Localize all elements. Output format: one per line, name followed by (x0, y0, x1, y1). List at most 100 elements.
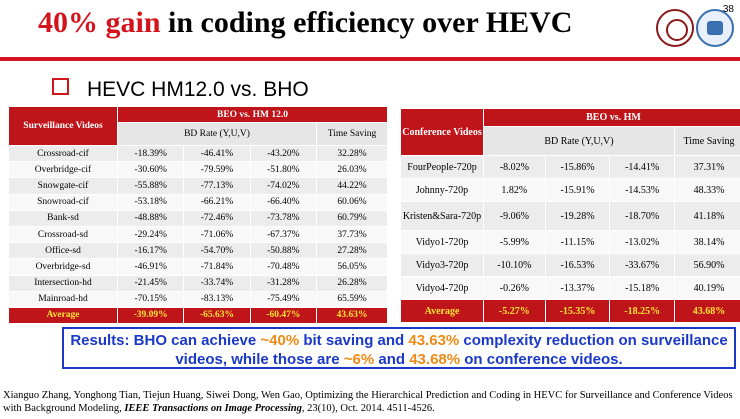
value-cell: -71.06% (183, 225, 251, 244)
video-name-cell: Vidyo3-720p (400, 253, 484, 277)
value-cell: 32.28% (316, 144, 388, 163)
table-row: Vidyo4-720p -0.26% -13.37% -15.18% 40.19% (400, 276, 740, 300)
results-text: bit saving and (299, 332, 409, 349)
results-highlight: 43.68% (409, 351, 461, 368)
slide-title: 40% gain in coding efficiency over HEVC (38, 6, 572, 40)
table-row: Crossroad-cif -18.39% -46.41% -43.20% 32.28% (8, 144, 388, 163)
header-group: BEO vs. HM 12.0 (117, 106, 388, 123)
value-cell: -19.28% (544, 201, 611, 231)
table-row: Overbridge-cif -30.60% -79.59% -51.80% 26.03… (8, 161, 388, 179)
average-row: Average -39.09% -65.63% -60.47% 43.63% (8, 306, 388, 325)
value-cell: -13.37% (544, 276, 611, 300)
video-name-cell: Office-sd (8, 242, 118, 260)
value-cell: -11.15% (544, 230, 611, 254)
value-cell: -15.91% (544, 178, 611, 202)
value-cell: 1.82% (483, 178, 546, 202)
citation-authors: Xianguo Zhang, Yonghong Tian, Tiejun Hua… (3, 390, 733, 414)
citation: Xianguo Zhang, Yonghong Tian, Tiejun Hua… (3, 389, 737, 415)
value-cell: -46.41% (183, 144, 251, 163)
value-cell: -48.88% (116, 209, 185, 227)
value-cell: -18.70% (609, 201, 675, 231)
value-cell: 37.73% (316, 225, 388, 244)
value-cell: -71.84% (183, 258, 251, 276)
video-name-cell: Kristen&Sara-720p (400, 201, 484, 231)
value-cell: 37.31% (674, 155, 740, 179)
average-value: -60.47% (249, 306, 318, 325)
value-cell: -70.48% (249, 258, 318, 276)
subtitle: HEVC HM12.0 vs. BHO (52, 78, 309, 102)
value-cell: -16.17% (116, 242, 185, 260)
average-row: Average -5.27% -15.35% -18.25% 43.68% (400, 299, 740, 323)
results-summary: Results: BHO can achieve ~40% bit saving… (62, 327, 736, 369)
average-value: 43.63% (316, 306, 388, 325)
conference-table-body: FourPeople-720p -8.02% -15.86% -14.41% 37.31… (400, 155, 740, 323)
average-label: Average (400, 299, 484, 323)
average-label: Average (8, 306, 118, 325)
value-cell: 41.18% (674, 201, 740, 231)
value-cell: -77.13% (183, 177, 251, 195)
value-cell: -46.91% (116, 258, 185, 276)
value-cell: -14.41% (609, 155, 675, 179)
table-row: Intersection-hd -21.45% -33.74% -31.28% 26.2… (8, 274, 388, 292)
surveillance-table-body: Crossroad-cif -18.39% -46.41% -43.20% 32.28%… (8, 144, 388, 325)
average-value: -39.09% (116, 306, 185, 325)
header-conference-videos: Conference Videos (400, 108, 484, 156)
value-cell: -8.02% (483, 155, 546, 179)
subtitle-text: HEVC HM12.0 vs. BHO (87, 78, 309, 101)
value-cell: -72.46% (183, 209, 251, 227)
average-value: 43.68% (674, 299, 740, 323)
table-row: Crossroad-sd -29.24% -71.06% -67.37% 37.73% (8, 225, 388, 244)
results-text: and (374, 351, 410, 368)
value-cell: -70.15% (116, 290, 185, 308)
header-bd-rate: BD Rate (Y,U,V) (117, 122, 317, 146)
value-cell: 60.79% (316, 209, 388, 227)
video-name-cell: Overbridge-cif (8, 161, 118, 179)
table-row: Vidyo3-720p -10.10% -16.53% -33.67% 56.90% (400, 253, 740, 277)
table-row: FourPeople-720p -8.02% -15.86% -14.41% 37.31… (400, 155, 740, 179)
value-cell: -33.74% (183, 274, 251, 292)
video-name-cell: Bank-sd (8, 209, 118, 227)
table-row: Bank-sd -48.88% -72.46% -73.78% 60.79% (8, 209, 388, 227)
header-bd-rate: BD Rate (Y,U,V) (483, 126, 675, 156)
header-time-saving: Time Saving (674, 126, 740, 156)
value-cell: 56.05% (316, 258, 388, 276)
citation-details: , 23(10), Oct. 2014. 4511-4526. (301, 403, 435, 414)
value-cell: 44.22% (316, 177, 388, 195)
value-cell: -74.02% (249, 177, 318, 195)
video-name-cell: Crossroad-sd (8, 225, 118, 244)
video-name-cell: Snowgate-cif (8, 177, 118, 195)
header-group: BEO vs. HM (483, 108, 740, 127)
value-cell: -83.13% (183, 290, 251, 308)
average-value: -18.25% (609, 299, 675, 323)
video-name-cell: Vidyo1-720p (400, 230, 484, 254)
value-cell: -14.53% (609, 178, 675, 202)
average-value: -65.63% (183, 306, 251, 325)
value-cell: -10.10% (483, 253, 546, 277)
value-cell: -55.88% (116, 177, 185, 195)
value-cell: -30.60% (116, 161, 185, 179)
bullet-square-icon (52, 78, 69, 95)
table-row: Mainroad-hd -70.15% -83.13% -75.49% 65.59% (8, 290, 388, 308)
video-name-cell: Mainroad-hd (8, 290, 118, 308)
surveillance-table: Surveillance Videos BEO vs. HM 12.0 BD R… (8, 106, 388, 325)
value-cell: -15.18% (609, 276, 675, 300)
value-cell: -15.86% (544, 155, 611, 179)
results-text: complexity reduction on surveillance vid… (175, 332, 728, 368)
peking-university-logo (656, 9, 694, 47)
title-highlight: 40% gain (38, 6, 161, 39)
citation-journal: IEEE Transactions on Image Processing (124, 403, 302, 414)
title-text: in coding efficiency over HEVC (160, 6, 573, 39)
header-surveillance-videos: Surveillance Videos (8, 106, 118, 146)
table-row: Kristen&Sara-720p -9.06% -19.28% -18.70% 41.… (400, 201, 740, 231)
video-name-cell: Overbridge-sd (8, 258, 118, 276)
value-cell: 26.03% (316, 161, 388, 179)
title-divider (0, 57, 740, 61)
video-name-cell: FourPeople-720p (400, 155, 484, 179)
results-text: Results: BHO can achieve (70, 332, 261, 349)
value-cell: -66.21% (183, 193, 251, 211)
results-text: on conference videos. (460, 351, 623, 368)
results-highlight: 43.63% (408, 332, 460, 349)
value-cell: -18.39% (116, 144, 185, 163)
average-value: -15.35% (544, 299, 611, 323)
value-cell: 48.33% (674, 178, 740, 202)
